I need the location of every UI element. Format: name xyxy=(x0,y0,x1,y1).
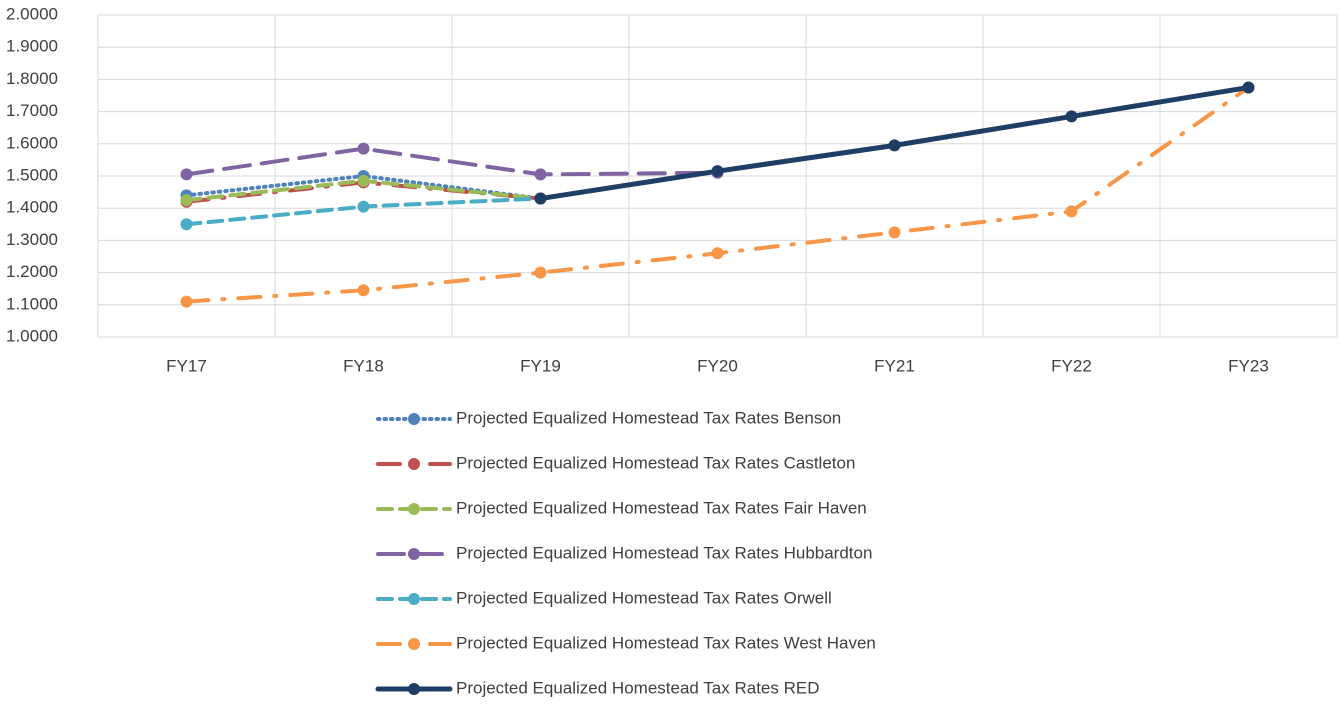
y-tick-label: 1.4000 xyxy=(6,198,58,217)
series-marker xyxy=(1065,205,1078,218)
y-tick-label: 1.5000 xyxy=(6,165,58,184)
series-line xyxy=(184,146,720,177)
legend-marker xyxy=(408,683,420,695)
series-marker xyxy=(711,247,724,260)
legend-marker xyxy=(408,548,420,560)
y-tick-label: 1.7000 xyxy=(6,101,58,120)
series-marker xyxy=(1242,81,1255,94)
legend-label: Projected Equalized Homestead Tax Rates … xyxy=(456,498,867,517)
series-marker xyxy=(534,192,547,205)
x-tick-label: FY21 xyxy=(874,356,915,375)
legend-marker xyxy=(408,638,420,650)
x-tick-label: FY17 xyxy=(166,356,207,375)
series-marker xyxy=(1065,110,1078,123)
legend-label: Projected Equalized Homestead Tax Rates … xyxy=(456,543,872,562)
legend-label: Projected Equalized Homestead Tax Rates … xyxy=(456,678,819,697)
series-marker xyxy=(180,194,193,207)
x-tick-label: FY20 xyxy=(697,356,738,375)
y-tick-label: 1.2000 xyxy=(6,262,58,281)
x-tick-label: FY23 xyxy=(1228,356,1269,375)
legend-marker xyxy=(408,413,420,425)
series-marker xyxy=(534,266,547,279)
series-marker xyxy=(357,142,370,155)
legend-marker xyxy=(408,503,420,515)
y-tick-label: 1.1000 xyxy=(6,294,58,313)
series-marker xyxy=(357,200,370,213)
series-marker xyxy=(357,284,370,297)
legend-label: Projected Equalized Homestead Tax Rates … xyxy=(456,588,832,607)
x-tick-label: FY19 xyxy=(520,356,561,375)
y-tick-label: 2.0000 xyxy=(6,4,58,23)
series-marker xyxy=(534,168,547,181)
y-tick-label: 1.3000 xyxy=(6,230,58,249)
legend-label: Projected Equalized Homestead Tax Rates … xyxy=(456,633,876,652)
series-marker xyxy=(180,168,193,181)
series-marker xyxy=(888,226,901,239)
y-tick-label: 1.6000 xyxy=(6,133,58,152)
legend-marker xyxy=(408,593,420,605)
legend-label: Projected Equalized Homestead Tax Rates … xyxy=(456,453,855,472)
legend-marker xyxy=(408,458,420,470)
x-tick-label: FY22 xyxy=(1051,356,1092,375)
series-marker xyxy=(357,174,370,187)
series-marker xyxy=(180,218,193,231)
series-marker xyxy=(711,165,724,178)
legend-label: Projected Equalized Homestead Tax Rates … xyxy=(456,408,841,427)
series-line xyxy=(184,85,1251,304)
series-marker xyxy=(888,139,901,152)
y-tick-label: 1.0000 xyxy=(6,326,58,345)
x-tick-label: FY18 xyxy=(343,356,384,375)
y-tick-label: 1.8000 xyxy=(6,69,58,88)
y-tick-label: 1.9000 xyxy=(6,37,58,56)
series-marker xyxy=(180,295,193,308)
